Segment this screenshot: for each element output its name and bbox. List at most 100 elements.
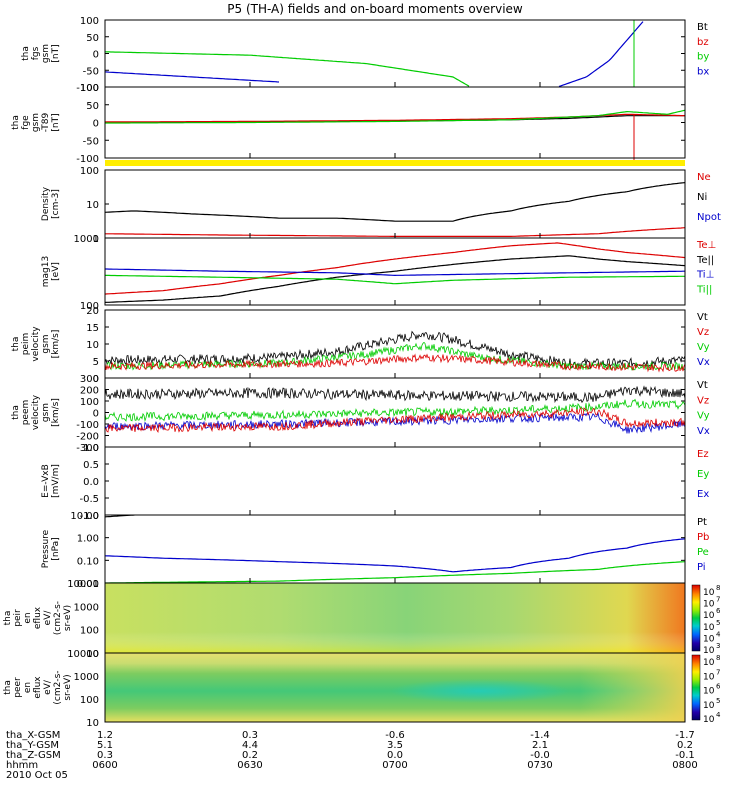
frame-density <box>104 169 686 239</box>
colorbar-peer <box>691 654 701 721</box>
legend-efield-2: Ex <box>697 489 709 500</box>
colorbar-peir-exp-4: 4 <box>716 630 721 638</box>
ylabel-peem-4: [km/s] <box>51 398 61 427</box>
legend-temp-0: Te⊥ <box>696 240 716 251</box>
ytick-peir-1: 1000 <box>74 602 99 613</box>
ylabel-fgs-0: tha <box>21 46 31 61</box>
legend-efield-1: Ey <box>697 469 709 480</box>
legend-peim-2: Vy <box>697 342 710 353</box>
footer-value-3-2: 0700 <box>382 760 407 771</box>
series-temp-ti-3 <box>105 274 685 285</box>
ylabel-fge-0: tha <box>11 115 21 130</box>
footer-value-1-1: 4.4 <box>242 740 258 751</box>
footer-value-0-3: -1.4 <box>530 730 550 741</box>
ylabel-peer-4: eV/ <box>43 679 53 695</box>
ylabel-peir-4: eV/ <box>43 610 53 626</box>
series-fgs-by-0 <box>105 51 470 87</box>
ylabel-peer-1: peer <box>13 677 23 698</box>
ylabel-fge-2: gsm <box>31 113 41 132</box>
panel-peir: tha peir en eflux eV/(cm2-s-sr-eV) 10000 1000 1… <box>3 579 685 660</box>
ytick-efield-4: -1.0 <box>79 511 99 522</box>
ylabel-fgs-3: [nT] <box>51 44 61 62</box>
ylabel-peer-3: eflux <box>33 676 43 699</box>
footer-value-3-1: 0630 <box>237 760 262 771</box>
ytick-density-0: 100 <box>80 166 99 177</box>
peer-edge <box>580 653 685 722</box>
legend-temp-3: Ti|| <box>696 284 712 295</box>
series-peem-vz-3 <box>105 407 685 434</box>
ylabel-density-1: [cm-3] <box>51 189 61 219</box>
ylabel-peem-0: tha <box>11 405 21 420</box>
panel-density: Density [cm-3] 100 10 1 Ne Ni Npot <box>41 166 721 245</box>
ytick-peir-0: 10000 <box>67 579 99 590</box>
colorbar-peir-base-2: 10 <box>703 611 715 621</box>
footer-value-2-2: 0.0 <box>387 750 403 761</box>
colorbar-peir-exp-3: 5 <box>716 619 720 627</box>
ytick-peir-2: 100 <box>80 626 99 637</box>
legend-pressure-2: Pe <box>697 547 709 558</box>
colorbar-peir-exp-1: 7 <box>716 596 720 604</box>
ytick-fge-2: 0 <box>93 119 99 130</box>
series-fgs-bx-2 <box>558 21 644 87</box>
series-peim-vz-2 <box>105 353 685 373</box>
ylabel-peir-3: eflux <box>33 606 43 629</box>
ytick-peim-4: 0 <box>93 374 99 385</box>
ytick-temp-1: 100 <box>80 301 99 312</box>
footer-value-2-1: 0.2 <box>242 750 258 761</box>
ylabel-peem-2: velocity <box>31 394 41 430</box>
footer-label-3: hhmm <box>6 760 38 771</box>
ylabel-peir-5: (cm2-s- <box>53 601 63 635</box>
legend-efield-0: Ez <box>697 449 709 460</box>
ytick-peem-6: -300 <box>76 443 99 454</box>
ylabel-fge-3: -T89 <box>41 113 51 133</box>
series-pressure-pe-2 <box>105 561 685 583</box>
legend-fgs-3: bx <box>697 66 709 77</box>
colorbar-peir-exp-5: 3 <box>716 642 720 650</box>
ylabel-fge-1: fge <box>21 115 31 130</box>
legend-peem-2: Vy <box>697 411 710 422</box>
legend-pressure-3: Pi <box>697 562 706 573</box>
ytick-peem-5: -200 <box>76 432 99 443</box>
footer-value-1-4: 0.2 <box>677 740 693 751</box>
ytick-pressure-1: 1.00 <box>77 534 99 545</box>
ytick-efield-0: 1.0 <box>83 443 99 454</box>
ytick-peem-0: 300 <box>80 374 99 385</box>
colorbar-peer-exp-2: 6 <box>716 683 721 691</box>
ytick-fgs-2: 0 <box>93 50 99 61</box>
legend-peem-0: Vt <box>697 380 708 391</box>
colorbar-peir-base-3: 10 <box>703 623 715 633</box>
ytick-density-1: 10 <box>86 200 99 211</box>
footer-value-0-0: 1.2 <box>97 730 113 741</box>
colorbar-peer-exp-1: 7 <box>716 668 720 676</box>
series-peem-vt-0 <box>105 385 685 404</box>
ytick-fgs-4: -100 <box>76 83 99 94</box>
ytick-peer-0: 10000 <box>67 649 99 660</box>
panel-fge: tha fge gsm -T89 [nT] 100 50 0 -50 -100 <box>11 83 686 165</box>
legend-peem-1: Vz <box>697 395 709 406</box>
peir-shade <box>105 583 685 653</box>
footer-value-0-4: -1.7 <box>675 730 695 741</box>
ylabel-peer-2: en <box>23 682 33 693</box>
ytick-density-2: 1 <box>93 234 99 245</box>
colorbar-peir-base-1: 10 <box>703 600 715 610</box>
series-pressure-pt-0 <box>105 515 146 518</box>
colorbar-peir-base-4: 10 <box>703 634 715 644</box>
ylabel-peim-1: peim <box>21 333 31 356</box>
chart-title: P5 (TH-A) fields and on-board moments ov… <box>227 2 523 16</box>
legend-temp-2: Ti⊥ <box>696 270 714 281</box>
ytick-peim-1: 15 <box>86 323 99 334</box>
footer-value-1-0: 5.1 <box>97 740 113 751</box>
ytick-efield-1: 0.5 <box>83 460 99 471</box>
colorbar-peer-exp-0: 8 <box>716 654 720 662</box>
footer-label-2: tha_Z-GSM <box>6 750 61 761</box>
colorbar-peer-base-2: 10 <box>703 687 715 697</box>
colorbar-peir-exp-2: 6 <box>716 607 721 615</box>
ytick-fgs-1: 50 <box>86 33 99 44</box>
legend-density-0: Ne <box>697 172 711 183</box>
ytick-fgs-0: 100 <box>80 16 99 27</box>
legend-fgs-0: Bt <box>697 22 708 33</box>
ytick-pressure-0: 10.00 <box>70 511 99 522</box>
ytick-pressure-2: 0.10 <box>77 556 99 567</box>
ylabel-density-0: Density <box>41 186 51 221</box>
ytick-fge-0: 100 <box>80 83 99 94</box>
